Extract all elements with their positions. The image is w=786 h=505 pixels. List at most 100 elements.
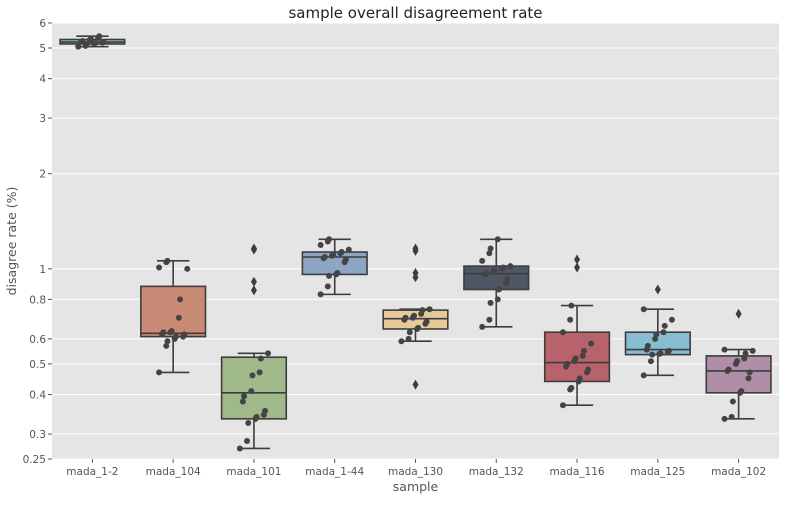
data-point [342,256,349,263]
data-point [338,249,345,256]
box [220,356,288,420]
axis-layer: 0.25 0.3 0.4 0.5 0.6 0.8 1 2 3 4 5 6 mada_1-2 mada_10… [23,18,767,478]
data-point [244,438,251,445]
data-point [163,342,170,349]
data-point [324,283,331,290]
y-tick-label: 0.3 [29,429,46,441]
y-tick-label: 6 [39,18,46,30]
data-point [721,415,728,422]
data-point [483,269,490,276]
data-point [640,306,647,313]
y-tick-label: 4 [39,74,46,86]
data-point [253,413,260,420]
data-point [262,407,269,414]
data-point [749,347,756,354]
x-tick-label: mada_104 [146,466,201,478]
data-point [415,324,422,331]
x-tick-label: mada_101 [226,466,281,478]
data-point [419,307,426,314]
x-tick-label: mada_1-2 [66,466,118,478]
data-point [330,251,337,258]
data-point [568,302,575,309]
data-point [317,291,324,298]
y-tick-label: 0.25 [23,454,46,466]
data-point [326,236,333,243]
box-group [59,33,126,50]
data-point [156,369,163,376]
data-point [495,286,502,293]
plot-background [52,23,779,459]
data-point [83,41,90,48]
data-point [168,328,175,335]
x-tick-label: mada_130 [388,466,443,478]
box-group [220,243,288,452]
outlier-marker [412,379,419,390]
outlier-marker [654,284,661,295]
data-point [405,335,412,342]
data-point [580,347,587,354]
box-group [624,284,691,379]
data-point [500,264,507,271]
data-point [729,398,736,405]
outlier-marker [412,243,419,254]
data-point [567,316,574,323]
x-tick-label: mada_125 [630,466,685,478]
outlier-marker [250,276,257,287]
box-group [382,243,449,390]
data-point [239,398,246,405]
data-point [494,296,501,303]
outlier-marker [412,267,419,278]
data-point [402,314,409,321]
data-point [164,338,171,345]
data-point [585,366,592,373]
x-tick-label: mada_102 [711,466,766,478]
y-tick-label: 0.6 [29,334,46,346]
data-point [507,263,514,270]
outlier-marker [250,285,257,296]
box [140,285,207,338]
data-point [579,352,586,359]
y-tick-label: 5 [39,43,46,55]
box-group [463,236,530,330]
chart-title: sample overall disagreement rate [288,4,542,22]
data-point [559,402,566,409]
y-axis-label: disagree rate (%) [4,187,19,296]
data-point [164,257,171,264]
data-point [576,375,583,382]
data-point [647,358,654,365]
data-point [79,38,86,45]
data-point [160,329,167,336]
y-tick-label: 2 [39,169,46,181]
y-tick-label: 3 [39,113,46,125]
data-point [746,369,753,376]
data-point [175,314,182,321]
data-point [184,265,191,272]
y-tick-label: 1 [39,264,46,276]
data-point [241,393,248,400]
data-point [256,369,263,376]
data-point [172,333,179,340]
y-tick-label: 0.5 [29,359,46,371]
x-tick-label: mada_132 [469,466,524,478]
data-point [742,350,749,357]
data-point [504,275,511,282]
data-point [100,39,107,46]
x-tick-label: mada_116 [550,466,605,478]
data-point [265,350,272,357]
data-point [503,280,510,287]
box-group [140,257,207,376]
data-point [572,355,579,362]
data-point [92,40,99,47]
data-point [653,331,660,338]
data-point [257,355,264,362]
outlier-marker [574,254,581,265]
x-tick-label: mada_1-44 [305,466,364,478]
data-point [568,384,575,391]
data-point [745,375,752,382]
data-point [479,257,486,264]
data-point [588,340,595,347]
data-point [657,350,664,357]
x-axis-label: sample [393,479,439,494]
